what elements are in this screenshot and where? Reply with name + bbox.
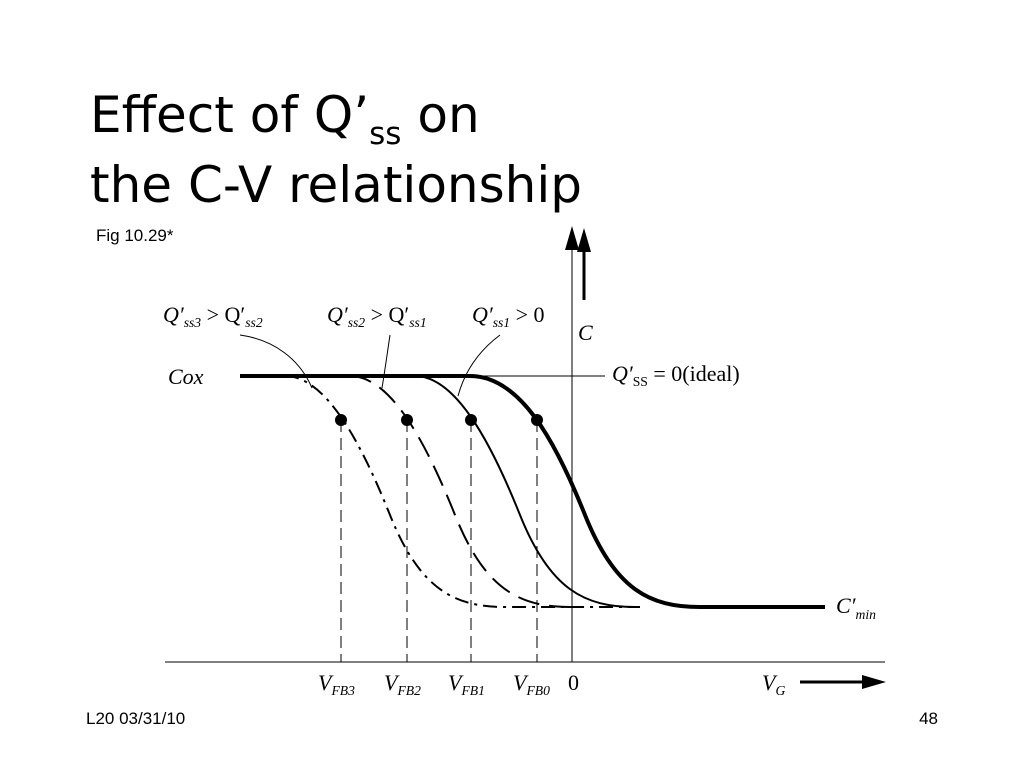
curve-2 (349, 375, 571, 608)
ideal-label: Q′SS = 0(ideal) (612, 361, 740, 389)
vfb-dots (335, 414, 543, 426)
curve-3 (284, 375, 640, 608)
c-axis-label: C (578, 320, 593, 345)
curve-1 (414, 375, 636, 608)
annotation: Q′ss2 > Q′ss1 (327, 302, 427, 330)
leader (457, 334, 501, 397)
origin-label: 0 (568, 670, 579, 695)
vg-axis-label: VG (762, 670, 785, 698)
annotation: Q′ss1 > 0 (472, 302, 545, 330)
dot (465, 414, 477, 426)
ideal-curve (240, 374, 825, 609)
dot (401, 414, 413, 426)
footer-left: L20 03/31/10 (86, 709, 185, 728)
vfb-label: VFB1 (448, 670, 485, 698)
vfb-label: VFB2 (384, 670, 421, 698)
annotation: Q′ss3 > Q′ss2 (163, 302, 263, 330)
cmin-label: C′min (836, 593, 876, 622)
page-number: 48 (919, 709, 938, 728)
arrow (565, 226, 579, 250)
dot (531, 414, 543, 426)
leader (381, 334, 391, 389)
figure-ref: Fig 10.29* (96, 226, 174, 245)
dot (335, 414, 347, 426)
title-line: the C-V relationship (90, 156, 582, 214)
leader (239, 334, 313, 389)
title-line: Effect of Q’ss on (90, 86, 480, 152)
leaders (239, 334, 501, 397)
vfb-label: VFB0 (513, 670, 550, 698)
diagram (165, 226, 886, 689)
arrow (862, 675, 886, 689)
vfb-lines (340, 420, 538, 662)
cox-label: Cox (168, 364, 204, 389)
vfb-label: VFB3 (318, 670, 355, 698)
arrow (577, 228, 591, 252)
